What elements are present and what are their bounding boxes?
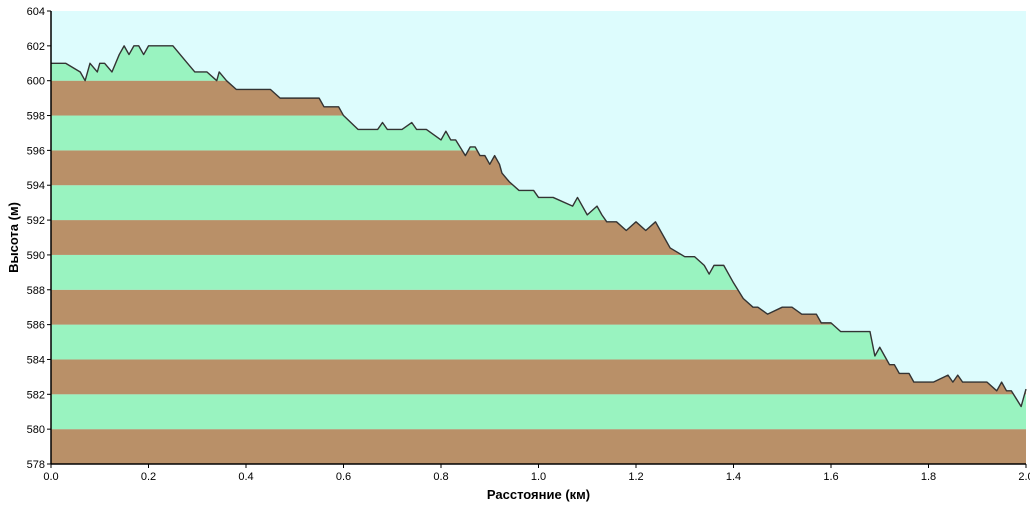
x-tick-label: 0.2 [141,471,156,483]
y-axis-title: Высота (м) [6,202,21,273]
x-tick-label: 1.8 [921,471,936,483]
elevation-band [51,359,1026,395]
x-tick-label: 0.6 [336,471,351,483]
y-tick-label: 598 [27,111,45,123]
y-tick-label: 600 [27,76,45,88]
x-tick-label: 1.4 [726,471,741,483]
x-tick-label: 0.0 [43,471,58,483]
y-tick-label: 582 [27,389,45,401]
y-tick-label: 594 [27,180,45,192]
y-tick-label: 596 [27,145,45,157]
y-tick-label: 584 [27,354,45,366]
x-tick-label: 1.0 [531,471,546,483]
x-tick-label: 1.6 [823,471,838,483]
x-tick-label: 1.2 [628,471,643,483]
y-tick-label: 586 [27,320,45,332]
y-tick-label: 604 [27,6,45,18]
y-tick-label: 592 [27,215,45,227]
x-tick-label: 2.0 [1018,471,1030,483]
elevation-band [51,394,1026,430]
y-tick-label: 588 [27,285,45,297]
y-tick-label: 578 [27,459,45,471]
y-axis-ticks: 578 580 582 584 586 588 590 592 594 596 598 600 602 6… [27,6,51,471]
y-tick-label: 602 [27,41,45,53]
x-tick-label: 0.8 [433,471,448,483]
y-tick-label: 580 [27,424,45,436]
y-tick-label: 590 [27,250,45,262]
elevation-profile-line [51,45,1027,408]
x-axis-title: Расстояние (км) [487,487,590,502]
x-tick-label: 0.4 [238,471,253,483]
x-axis-ticks: 0.0 0.2 0.4 0.6 0.8 1.0 1.2 1.4 1.6 1.8 2.0 [43,464,1030,483]
elevation-band [51,429,1026,464]
